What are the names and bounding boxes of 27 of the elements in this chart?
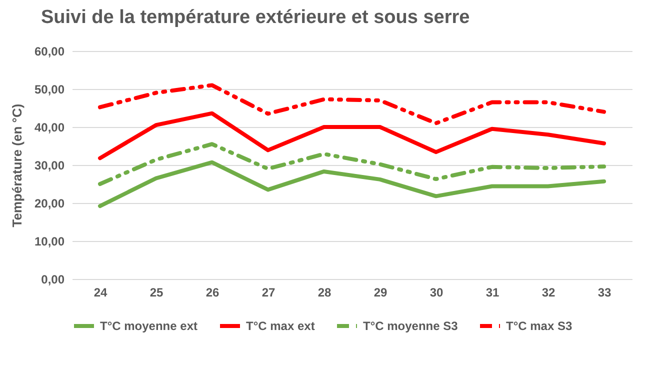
y-tick-label: 0,00 bbox=[41, 272, 65, 286]
legend-label: T°C moyenne S3 bbox=[363, 319, 458, 333]
line-series bbox=[98, 111, 606, 160]
line-series bbox=[98, 142, 606, 186]
x-tick-label: 31 bbox=[486, 286, 500, 300]
x-tick-label: 28 bbox=[318, 286, 332, 300]
y-tick-label: 40,00 bbox=[34, 120, 65, 134]
x-tick-label: 33 bbox=[598, 286, 612, 300]
x-tick-label: 26 bbox=[206, 286, 220, 300]
x-tick-label: 27 bbox=[262, 286, 276, 300]
legend-label: T°C max ext bbox=[246, 319, 315, 333]
y-tick-label: 30,00 bbox=[34, 158, 65, 172]
x-tick-label: 32 bbox=[542, 286, 556, 300]
legend-label: T°C moyenne ext bbox=[100, 319, 198, 333]
line-series bbox=[98, 83, 606, 126]
y-tick-label: 20,00 bbox=[34, 196, 65, 210]
y-tick-label: 50,00 bbox=[34, 82, 65, 96]
line-series bbox=[98, 160, 606, 208]
x-tick-label: 29 bbox=[374, 286, 388, 300]
y-axis-title: Température (en °C) bbox=[9, 104, 24, 228]
x-tick-label: 30 bbox=[430, 286, 444, 300]
x-tick-label: 24 bbox=[94, 286, 108, 300]
y-tick-label: 10,00 bbox=[34, 234, 65, 248]
x-tick-label: 25 bbox=[150, 286, 164, 300]
legend-label: T°C max S3 bbox=[506, 319, 572, 333]
y-tick-label: 60,00 bbox=[34, 44, 65, 58]
chart-title: Suivi de la température extérieure et sous serre bbox=[40, 7, 470, 28]
